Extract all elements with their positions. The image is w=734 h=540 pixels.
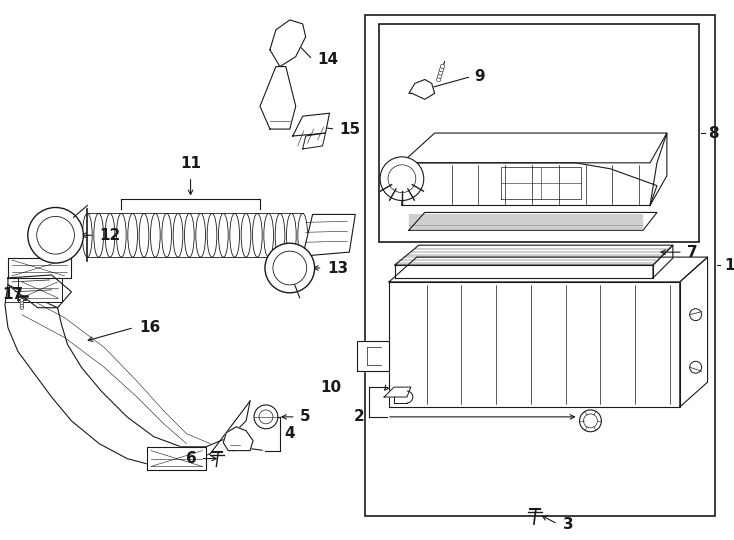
Polygon shape bbox=[395, 265, 653, 278]
Text: 7: 7 bbox=[687, 245, 697, 260]
Polygon shape bbox=[270, 20, 305, 66]
Polygon shape bbox=[680, 257, 708, 407]
Polygon shape bbox=[357, 341, 389, 371]
Circle shape bbox=[580, 410, 601, 432]
Ellipse shape bbox=[219, 213, 228, 257]
Text: 9: 9 bbox=[474, 69, 485, 84]
Text: 3: 3 bbox=[563, 517, 573, 531]
Circle shape bbox=[437, 74, 442, 78]
Ellipse shape bbox=[264, 213, 274, 257]
Polygon shape bbox=[650, 133, 667, 206]
Ellipse shape bbox=[286, 213, 297, 257]
Text: 12: 12 bbox=[99, 228, 120, 243]
Polygon shape bbox=[5, 285, 250, 467]
Text: 17: 17 bbox=[2, 287, 23, 302]
Circle shape bbox=[265, 243, 315, 293]
Ellipse shape bbox=[196, 213, 206, 257]
Polygon shape bbox=[402, 163, 657, 206]
Text: 6: 6 bbox=[186, 451, 197, 466]
Ellipse shape bbox=[150, 213, 160, 257]
Circle shape bbox=[690, 309, 702, 321]
Circle shape bbox=[254, 405, 278, 429]
Circle shape bbox=[259, 410, 273, 424]
Ellipse shape bbox=[241, 213, 251, 257]
Text: 5: 5 bbox=[299, 409, 310, 424]
Polygon shape bbox=[260, 66, 296, 129]
Polygon shape bbox=[653, 245, 673, 278]
Polygon shape bbox=[302, 133, 325, 149]
Text: 14: 14 bbox=[318, 52, 338, 67]
Text: 2: 2 bbox=[354, 409, 364, 424]
Text: 16: 16 bbox=[139, 320, 160, 335]
Circle shape bbox=[20, 299, 23, 302]
Polygon shape bbox=[223, 427, 253, 450]
Circle shape bbox=[437, 77, 441, 82]
Polygon shape bbox=[293, 113, 330, 136]
Ellipse shape bbox=[105, 213, 115, 257]
Text: 11: 11 bbox=[180, 156, 201, 171]
Bar bbox=[379, 24, 699, 242]
Ellipse shape bbox=[82, 213, 92, 257]
Polygon shape bbox=[402, 133, 667, 163]
Text: 10: 10 bbox=[320, 380, 341, 395]
Text: 1: 1 bbox=[724, 258, 734, 273]
Bar bbox=[366, 15, 714, 516]
Circle shape bbox=[440, 64, 445, 69]
Polygon shape bbox=[302, 214, 355, 256]
Polygon shape bbox=[8, 258, 71, 278]
Polygon shape bbox=[409, 79, 435, 99]
Circle shape bbox=[20, 303, 23, 307]
Polygon shape bbox=[384, 387, 411, 397]
Circle shape bbox=[388, 165, 416, 193]
Text: 15: 15 bbox=[339, 122, 360, 137]
Circle shape bbox=[438, 71, 443, 75]
Text: 8: 8 bbox=[708, 126, 719, 140]
Polygon shape bbox=[409, 212, 657, 230]
Circle shape bbox=[273, 251, 307, 285]
Polygon shape bbox=[395, 245, 673, 265]
Circle shape bbox=[20, 306, 23, 309]
Polygon shape bbox=[18, 278, 62, 302]
Circle shape bbox=[690, 361, 702, 373]
Text: 13: 13 bbox=[327, 260, 349, 275]
Polygon shape bbox=[147, 447, 206, 470]
Circle shape bbox=[584, 414, 597, 428]
Circle shape bbox=[380, 157, 424, 200]
Circle shape bbox=[28, 207, 84, 263]
Circle shape bbox=[440, 68, 444, 72]
Text: 4: 4 bbox=[284, 426, 294, 441]
Circle shape bbox=[37, 217, 74, 254]
Polygon shape bbox=[389, 257, 708, 282]
Polygon shape bbox=[389, 282, 680, 407]
Circle shape bbox=[20, 301, 23, 305]
Ellipse shape bbox=[128, 213, 137, 257]
Ellipse shape bbox=[173, 213, 183, 257]
Polygon shape bbox=[8, 275, 71, 308]
